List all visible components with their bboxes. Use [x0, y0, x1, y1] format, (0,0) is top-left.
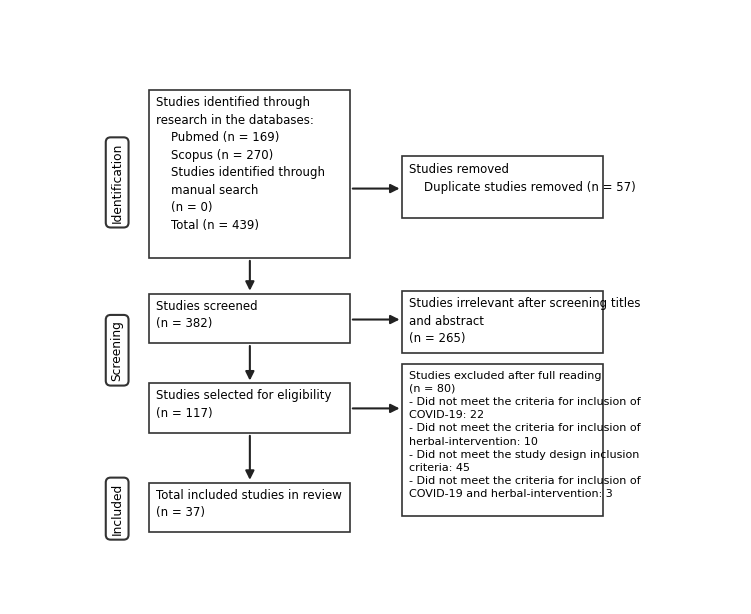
FancyBboxPatch shape: [149, 293, 350, 343]
Text: Studies removed: Studies removed: [409, 163, 513, 176]
FancyBboxPatch shape: [149, 483, 350, 532]
FancyBboxPatch shape: [403, 291, 603, 352]
Text: Duplicate studies removed (n = 57): Duplicate studies removed (n = 57): [409, 181, 636, 193]
Text: Total included studies in review
(n = 37): Total included studies in review (n = 37…: [156, 489, 342, 519]
Text: Identification: Identification: [110, 142, 124, 223]
Text: Studies screened
(n = 382): Studies screened (n = 382): [156, 300, 258, 330]
FancyBboxPatch shape: [403, 365, 603, 516]
Text: Studies irrelevant after screening titles
and abstract
(n = 265): Studies irrelevant after screening title…: [409, 297, 641, 345]
Text: Studies selected for eligibility
(n = 117): Studies selected for eligibility (n = 11…: [156, 389, 332, 420]
FancyBboxPatch shape: [149, 383, 350, 433]
FancyBboxPatch shape: [403, 157, 603, 218]
Text: Included: Included: [110, 483, 124, 535]
Text: Studies excluded after full reading
(n = 80)
- Did not meet the criteria for inc: Studies excluded after full reading (n =…: [409, 371, 641, 499]
FancyBboxPatch shape: [149, 90, 350, 258]
Text: Studies identified through
research in the databases:
    Pubmed (n = 169)
    S: Studies identified through research in t…: [156, 96, 325, 232]
Text: Screening: Screening: [110, 320, 124, 381]
